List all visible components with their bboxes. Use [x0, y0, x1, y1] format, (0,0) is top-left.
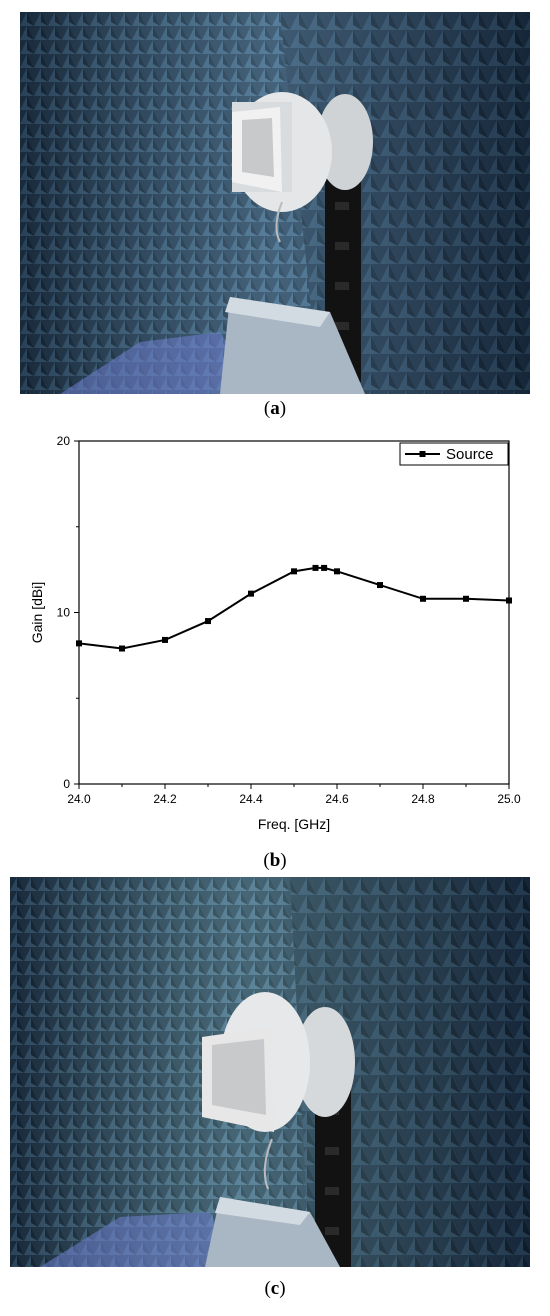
- data-point: [420, 595, 426, 602]
- series-line-source: [78, 566, 510, 650]
- chamber-photo-c: [10, 877, 530, 1267]
- chamber-photo-a: [20, 12, 530, 394]
- data-point: [506, 597, 512, 604]
- data-point: [463, 595, 469, 602]
- x-tick-label: 24.4: [239, 792, 263, 806]
- x-axis-title: Freq. [GHz]: [258, 816, 330, 832]
- legend-box: [399, 442, 509, 466]
- caption-a: (a): [263, 398, 287, 419]
- plot-frame: [78, 440, 510, 785]
- y-tick-label: 10: [57, 606, 71, 620]
- caption-c-letter: c: [270, 1278, 280, 1299]
- gain-chart: 24.0 24.2 24.4 24.6 24.8 25.0 0 10 20 Freq. [GHz]…: [29, 434, 521, 832]
- x-tick-label: 24.0: [67, 792, 91, 806]
- data-point: [321, 564, 328, 571]
- anechoic-chamber-photo-icon: [20, 12, 530, 394]
- y-tick-label: 0: [63, 777, 70, 791]
- data-point: [205, 618, 211, 625]
- x-tick-label: 24.2: [153, 792, 177, 806]
- x-tick-label: 24.6: [325, 792, 349, 806]
- data-point: [119, 645, 125, 652]
- caption-b-letter: b: [269, 850, 281, 871]
- data-point: [312, 564, 319, 571]
- data-point: [76, 640, 82, 647]
- data-point: [291, 568, 297, 575]
- caption-a-letter: a: [270, 398, 280, 419]
- caption-c: (c): [264, 1278, 286, 1299]
- x-tick-label: 25.0: [497, 792, 521, 806]
- x-tick-label: 24.8: [411, 792, 435, 806]
- y-tick-label: 20: [57, 434, 71, 448]
- anechoic-chamber-photo-icon: [10, 877, 530, 1267]
- legend-marker: [419, 451, 426, 457]
- data-point: [334, 568, 340, 575]
- caption-b: (b): [263, 850, 287, 871]
- legend-label: Source: [446, 446, 494, 463]
- y-axis-title: Gain [dBi]: [29, 582, 45, 643]
- data-point: [162, 636, 168, 643]
- data-point: [377, 582, 383, 589]
- data-point: [248, 590, 254, 597]
